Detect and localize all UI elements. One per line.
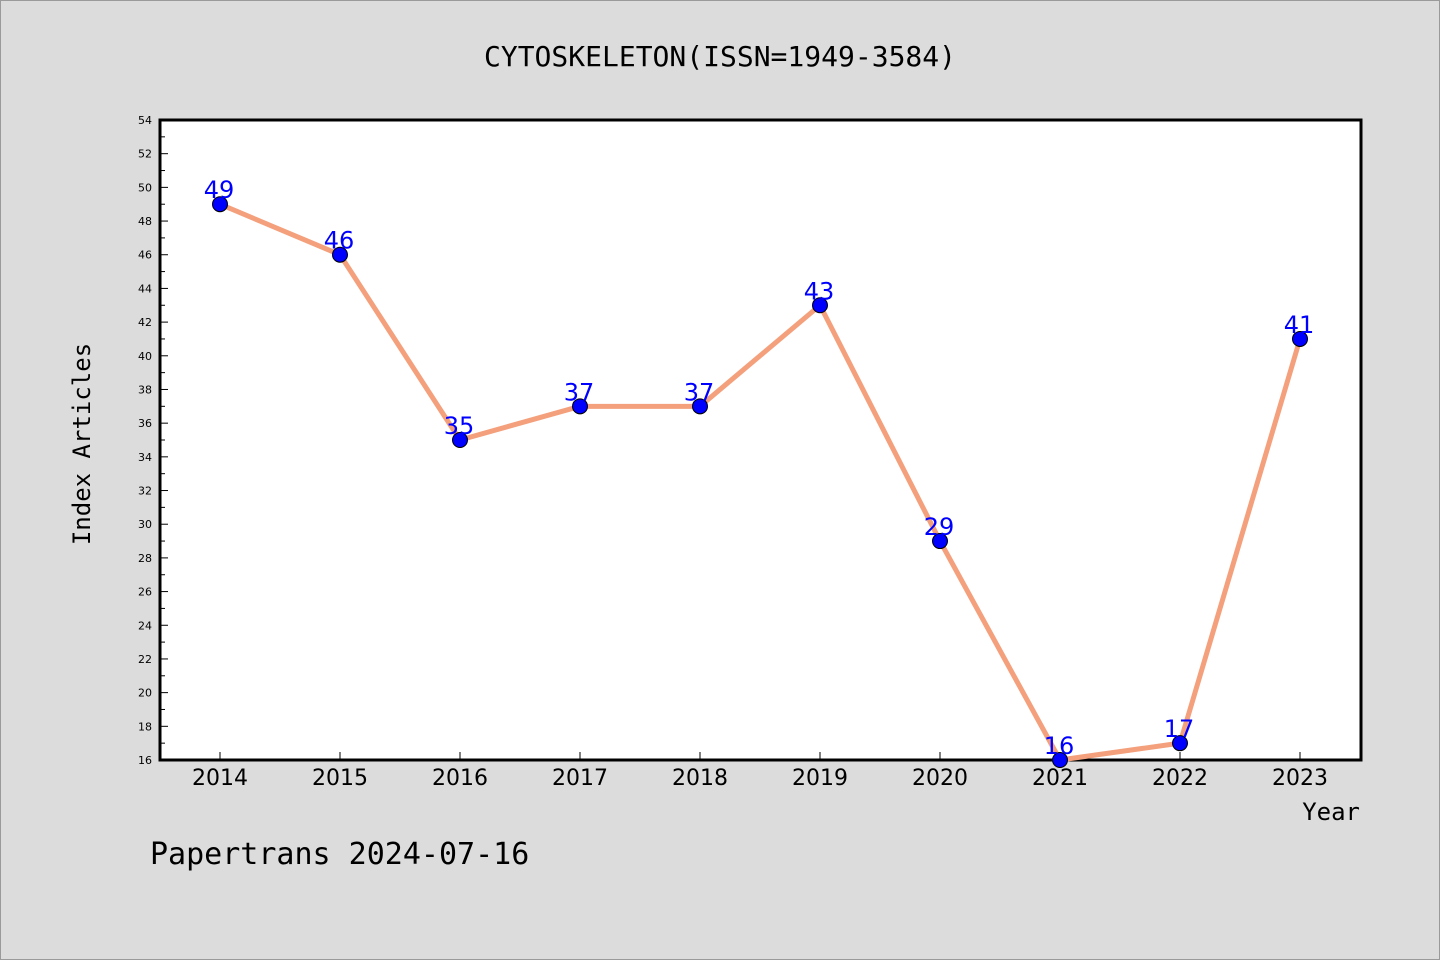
data-point bbox=[1172, 735, 1188, 752]
footer-credit: Papertrans 2024-07-16 bbox=[150, 837, 529, 872]
y-tick-label: 44 bbox=[138, 282, 152, 295]
y-tick-label: 48 bbox=[138, 215, 152, 228]
x-tick-label: 2014 bbox=[192, 766, 248, 791]
data-label: 46 bbox=[324, 227, 355, 255]
y-tick-label: 42 bbox=[138, 316, 152, 329]
y-tick-label: 16 bbox=[138, 754, 152, 767]
y-tick-label: 36 bbox=[138, 417, 152, 430]
data-label: 41 bbox=[1284, 311, 1315, 339]
data-point bbox=[932, 533, 948, 550]
data-label: 35 bbox=[444, 412, 475, 440]
x-axis: 2014 2015 2016 2017 2018 2019 2020 2021 2022 2023 bbox=[192, 752, 1328, 791]
y-tick-label: 40 bbox=[138, 350, 152, 363]
x-tick-label: 2017 bbox=[552, 766, 608, 791]
y-tick-label: 32 bbox=[138, 485, 152, 498]
x-tick-label: 2018 bbox=[672, 766, 728, 791]
data-label: 37 bbox=[564, 378, 595, 406]
y-tick-label: 50 bbox=[138, 181, 152, 194]
y-tick-label: 22 bbox=[138, 653, 152, 666]
y-tick-label: 54 bbox=[138, 114, 152, 127]
plot-area bbox=[158, 118, 1363, 762]
x-tick-label: 2020 bbox=[912, 766, 968, 791]
data-point bbox=[332, 246, 348, 263]
data-point bbox=[452, 432, 468, 448]
y-tick-label: 26 bbox=[138, 586, 152, 599]
y-tick-label: 20 bbox=[138, 687, 152, 700]
data-point bbox=[572, 398, 588, 415]
data-point bbox=[212, 196, 228, 213]
x-tick-label: 2016 bbox=[432, 766, 488, 791]
y-tick-label: 24 bbox=[138, 619, 152, 632]
y-axis-label: Index Articles bbox=[68, 343, 96, 545]
data-label: 29 bbox=[924, 513, 955, 541]
y-tick-label: 18 bbox=[138, 720, 152, 733]
x-tick-label: 2019 bbox=[792, 766, 848, 791]
series-line-group bbox=[212, 196, 1308, 768]
y-tick-label: 30 bbox=[138, 518, 152, 531]
y-axis: 16 18 20 22 24 26 28 30 32 34 36 38 40 42 44 46 48 50 52 54 bbox=[138, 114, 168, 767]
data-label: 43 bbox=[804, 277, 835, 305]
chart-title: CYTOSKELETON(ISSN=1949-3584) bbox=[484, 40, 956, 73]
data-point bbox=[812, 297, 828, 314]
x-tick-label: 2022 bbox=[1152, 766, 1208, 791]
y-tick-label: 28 bbox=[138, 552, 152, 565]
data-label: 16 bbox=[1044, 732, 1075, 760]
data-point bbox=[1052, 752, 1068, 768]
y-tick-label: 34 bbox=[138, 451, 152, 464]
data-labels: 49 46 35 37 37 43 29 16 17 41 bbox=[204, 176, 1315, 760]
x-tick-label: 2021 bbox=[1032, 766, 1088, 791]
data-point bbox=[1292, 330, 1308, 347]
x-tick-label: 2023 bbox=[1272, 766, 1328, 791]
data-point bbox=[692, 398, 708, 415]
y-tick-label: 52 bbox=[138, 148, 152, 161]
series-line bbox=[217, 201, 1303, 763]
data-label: 37 bbox=[684, 378, 715, 406]
x-axis-label: Year bbox=[1302, 798, 1360, 826]
data-label: 17 bbox=[1164, 715, 1195, 743]
data-label: 49 bbox=[204, 176, 235, 204]
y-tick-label: 46 bbox=[138, 249, 152, 262]
x-tick-label: 2015 bbox=[312, 766, 368, 791]
y-tick-label: 38 bbox=[138, 383, 152, 396]
